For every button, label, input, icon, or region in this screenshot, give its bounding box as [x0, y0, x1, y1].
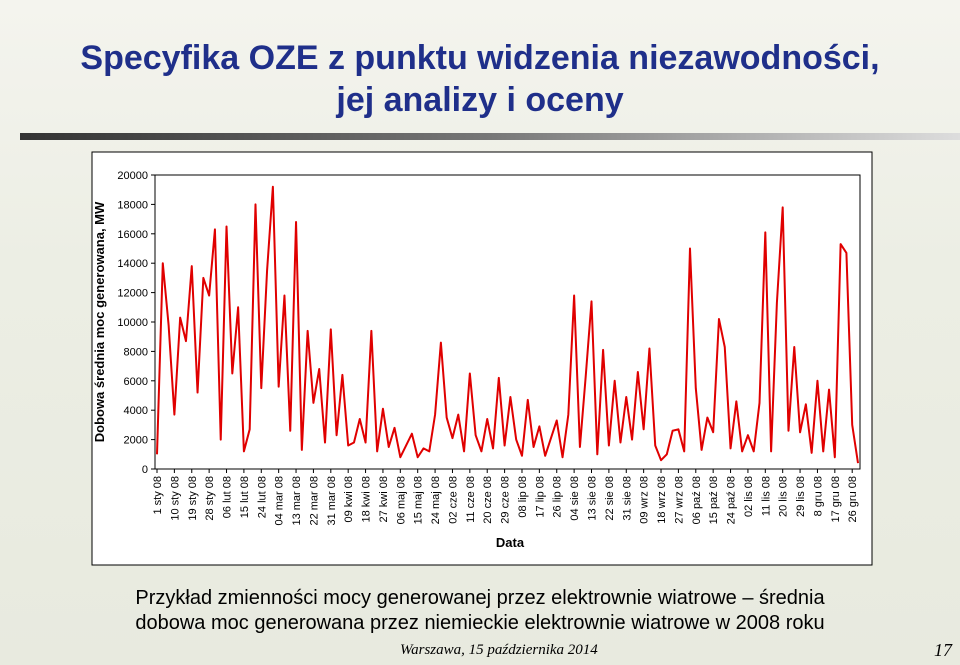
x-tick-label: 04 sie 08	[569, 476, 581, 521]
x-tick-label: 27 kwi 08	[378, 476, 390, 522]
y-tick-label: 0	[142, 464, 148, 476]
x-tick-label: 29 cze 08	[500, 476, 512, 524]
y-tick-label: 16000	[117, 229, 148, 241]
footer: Warszawa, 15 października 2014	[400, 642, 598, 658]
y-axis-label: Dobowa średnia moc generowana, MW	[92, 201, 107, 442]
x-tick-label: 17 lip 08	[534, 476, 546, 518]
x-tick-label: 22 sie 08	[604, 476, 616, 521]
title: jej analizy i oceny	[336, 81, 624, 119]
x-tick-label: 02 cze 08	[447, 476, 459, 524]
x-tick-label: 10 sty 08	[169, 476, 181, 521]
x-tick-label: 13 mar 08	[291, 476, 303, 526]
title: Specyfika OZE z punktu widzenia niezawod…	[80, 39, 880, 77]
x-tick-label: 09 wrz 08	[639, 476, 651, 524]
x-tick-label: 22 mar 08	[308, 476, 320, 526]
x-tick-label: 18 wrz 08	[656, 476, 668, 524]
x-tick-label: 24 maj 08	[430, 476, 442, 524]
x-tick-label: 13 sie 08	[587, 476, 599, 521]
x-tick-label: 15 maj 08	[413, 476, 425, 524]
x-tick-label: 28 sty 08	[204, 476, 216, 521]
x-axis-label: Data	[496, 535, 525, 550]
x-tick-label: 1 sty 08	[152, 476, 164, 515]
x-tick-label: 26 lip 08	[552, 476, 564, 518]
x-tick-label: 15 paź 08	[708, 476, 720, 524]
x-tick-label: 11 lis 08	[760, 476, 772, 516]
x-tick-label: 11 cze 08	[465, 476, 477, 523]
x-tick-label: 24 lut 08	[256, 476, 268, 518]
y-tick-label: 10000	[117, 317, 148, 329]
x-tick-label: 04 mar 08	[274, 476, 286, 526]
x-tick-label: 26 gru 08	[847, 476, 859, 522]
x-tick-label: 19 sty 08	[187, 476, 199, 521]
page-number: 17	[934, 640, 952, 660]
y-tick-label: 2000	[124, 435, 148, 447]
y-tick-label: 8000	[124, 346, 148, 358]
x-tick-label: 17 gru 08	[830, 476, 842, 522]
x-tick-label: 20 cze 08	[482, 476, 494, 524]
y-tick-label: 14000	[117, 258, 148, 270]
x-tick-label: 31 sie 08	[621, 476, 633, 521]
title-rule	[20, 133, 960, 140]
y-tick-label: 18000	[117, 199, 148, 211]
y-tick-label: 6000	[124, 376, 148, 388]
x-tick-label: 29 lis 08	[795, 476, 807, 517]
x-tick-label: 8 gru 08	[812, 476, 824, 516]
y-tick-label: 4000	[124, 405, 148, 417]
x-tick-label: 27 wrz 08	[673, 476, 685, 524]
x-tick-label: 24 paź 08	[726, 476, 738, 524]
y-tick-label: 12000	[117, 288, 148, 300]
x-tick-label: 18 kwi 08	[361, 476, 373, 522]
x-tick-label: 09 kwi 08	[343, 476, 355, 522]
x-tick-label: 06 paź 08	[691, 476, 703, 524]
x-tick-label: 02 lis 08	[743, 476, 755, 517]
x-tick-label: 06 maj 08	[395, 476, 407, 524]
caption: Przykład zmienności mocy generowanej prz…	[135, 587, 825, 609]
x-tick-label: 06 lut 08	[222, 476, 234, 518]
x-tick-label: 31 mar 08	[326, 476, 338, 526]
series-line	[156, 185, 859, 464]
x-tick-label: 20 lis 08	[778, 476, 790, 517]
x-tick-label: 08 lip 08	[517, 476, 529, 518]
y-tick-label: 20000	[117, 170, 148, 182]
x-tick-label: 15 lut 08	[239, 476, 251, 518]
caption: dobowa moc generowana przez niemieckie e…	[135, 612, 825, 634]
